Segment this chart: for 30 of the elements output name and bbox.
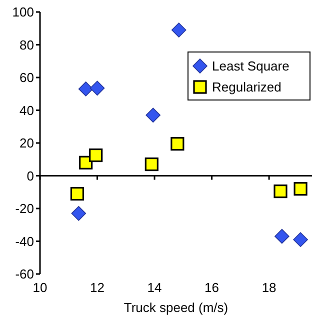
y-tick-label: 0 [26, 168, 34, 184]
x-axis-title: Truck speed (m/s) [124, 300, 228, 315]
x-tick-label: 12 [90, 280, 104, 295]
point [89, 148, 103, 162]
point [90, 80, 105, 96]
point [70, 186, 84, 201]
point [293, 232, 308, 248]
x-tick-label: 10 [32, 280, 48, 295]
point [294, 182, 308, 196]
legend-label: Least Square [212, 58, 290, 74]
x-tick-label: 18 [262, 280, 276, 295]
point [78, 82, 94, 96]
point [274, 228, 290, 244]
y-tick-label: 100 [12, 4, 34, 20]
y-tick-label: 40 [20, 102, 34, 118]
point [144, 157, 158, 172]
legend-label: Regularized [212, 80, 282, 95]
x-tick-label: 16 [204, 280, 220, 295]
point [71, 206, 86, 221]
y-tick-label: -60 [15, 266, 34, 282]
y-tick-label: 60 [20, 70, 34, 86]
y-tick-label: -40 [15, 234, 34, 249]
x-tick-label: 14 [147, 280, 162, 295]
point [171, 22, 186, 38]
point [146, 108, 160, 123]
point [274, 184, 288, 198]
point [170, 137, 184, 151]
y-tick-label: -20 [15, 201, 34, 216]
y-tick-label: 20 [20, 136, 34, 151]
y-tick-label: 80 [20, 37, 34, 52]
